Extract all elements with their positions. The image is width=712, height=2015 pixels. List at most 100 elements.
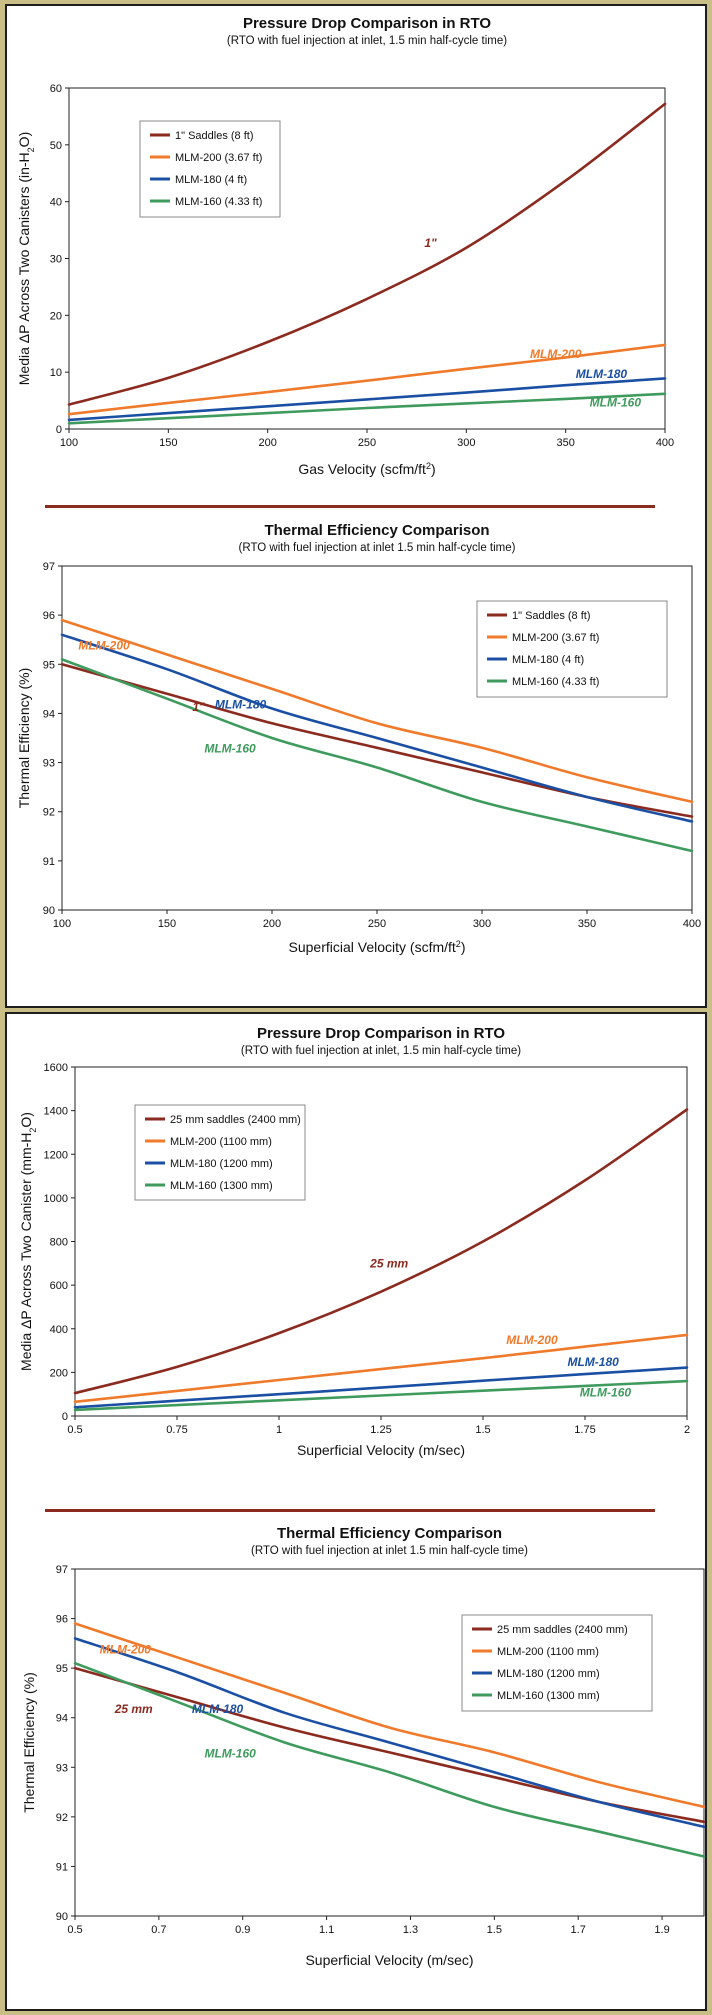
y-tick-label: 90: [43, 905, 55, 917]
x-tick-label: 1.3: [403, 1924, 418, 1936]
series-annotation: 1": [424, 236, 437, 250]
y-tick-label: 800: [50, 1237, 68, 1249]
y-tick-label: 10: [50, 367, 62, 379]
y-tick-label: 92: [43, 807, 55, 819]
x-tick-label: 400: [683, 918, 701, 930]
x-tick-label: 300: [473, 918, 491, 930]
x-tick-label: 100: [53, 918, 71, 930]
series-line-2: [73, 1366, 689, 1409]
legend-entry: MLM-200 (1100 mm): [497, 1646, 599, 1658]
x-tick-label: 250: [368, 918, 386, 930]
y-tick-label: 30: [50, 254, 62, 266]
pressure-drop-chart-metric: Pressure Drop Comparison in RTO (RTO with…: [18, 1025, 690, 1458]
y-tick-label: 400: [50, 1324, 68, 1336]
series-line-2: [60, 633, 694, 823]
x-tick-label: 250: [358, 437, 376, 449]
y-tick-label: 93: [56, 1762, 68, 1774]
legend-entry: MLM-160 (4.33 ft): [512, 676, 599, 688]
x-tick-label: 2: [684, 1424, 690, 1436]
x-axis-label: Gas Velocity (scfm/ft2): [298, 461, 435, 477]
y-tick-label: 200: [50, 1367, 68, 1379]
y-axis-label: Thermal Efficiency (%): [16, 668, 32, 809]
chart-subtitle: (RTO with fuel injection at inlet 1.5 mi…: [251, 1545, 528, 1557]
series-annotation: MLM-180: [215, 698, 267, 712]
chart-title: Thermal Efficiency Comparison: [277, 1525, 502, 1542]
legend-entry: MLM-160 (1300 mm): [170, 1180, 273, 1192]
chart-divider: [45, 1509, 655, 1512]
legend-entry: MLM-180 (1200 mm): [170, 1158, 273, 1170]
x-tick-label: 1.9: [654, 1924, 669, 1936]
x-tick-label: 1.5: [487, 1924, 502, 1936]
legend: 25 mm saddles (2400 mm) MLM-200 (1100 mm)…: [461, 1614, 653, 1712]
legend-entry: MLM-180 (4 ft): [512, 654, 584, 666]
x-axis-label: Superficial Velocity (m/sec): [305, 1952, 473, 1968]
y-tick-label: 91: [56, 1861, 68, 1873]
y-tick-label: 1600: [44, 1062, 68, 1074]
x-tick-label: 1: [276, 1424, 282, 1436]
series-annotation: MLM-160: [204, 742, 256, 756]
thermal-efficiency-chart-imperial: Thermal Efficiency Comparison (RTO with f…: [16, 522, 701, 955]
legend-entry: MLM-180 (1200 mm): [497, 1668, 600, 1680]
x-tick-label: 400: [656, 437, 674, 449]
series-line-2: [67, 377, 667, 422]
chart-title: Pressure Drop Comparison in RTO: [243, 15, 491, 32]
legend: 1" Saddles (8 ft) MLM-200 (3.67 ft) MLM-18…: [476, 600, 668, 698]
series-annotation: 1": [192, 700, 205, 714]
x-tick-label: 1.25: [370, 1424, 391, 1436]
legend: 1" Saddles (8 ft) MLM-200 (3.67 ft) MLM-18…: [139, 120, 281, 218]
chart-divider: [45, 505, 655, 508]
x-tick-label: 0.5: [67, 1424, 82, 1436]
y-tick-label: 1000: [44, 1193, 68, 1205]
series-annotation: MLM-180: [576, 367, 628, 381]
y-tick-label: 20: [50, 310, 62, 322]
series-line-1: [67, 343, 667, 416]
legend-entry: 1" Saddles (8 ft): [512, 610, 591, 622]
y-tick-label: 97: [43, 561, 55, 573]
series-line-3: [60, 658, 694, 853]
chart-title: Thermal Efficiency Comparison: [264, 522, 489, 539]
legend-entry: MLM-180 (4 ft): [175, 174, 247, 186]
legend-entry: MLM-200 (3.67 ft): [512, 632, 599, 644]
legend-entry: 25 mm saddles (2400 mm): [497, 1624, 628, 1636]
chart-title: Pressure Drop Comparison in RTO: [257, 1025, 505, 1042]
chart-subtitle: (RTO with fuel injection at inlet 1.5 mi…: [239, 542, 516, 554]
series-annotation: MLM-200: [100, 1642, 152, 1656]
y-tick-label: 91: [43, 856, 55, 868]
pressure-drop-chart-imperial: Pressure Drop Comparison in RTO (RTO with…: [16, 15, 674, 477]
y-tick-label: 1400: [44, 1106, 68, 1118]
series-line-3: [73, 1379, 689, 1412]
x-tick-label: 300: [457, 437, 475, 449]
y-tick-label: 96: [56, 1614, 68, 1626]
legend-entry: MLM-160 (1300 mm): [497, 1690, 600, 1702]
series-annotation: MLM-160: [590, 395, 642, 409]
x-axis-label: Superficial Velocity (m/sec): [297, 1442, 465, 1458]
legend-box: [476, 600, 668, 698]
y-tick-label: 93: [43, 758, 55, 770]
series-line-0: [73, 1108, 689, 1395]
series-annotation: MLM-180: [567, 1355, 619, 1369]
y-tick-label: 40: [50, 197, 62, 209]
legend-entry: MLM-160 (4.33 ft): [175, 196, 262, 208]
series-annotation: MLM-200: [506, 1333, 558, 1347]
series-line-3: [67, 392, 667, 425]
series-line-2: [73, 1637, 706, 1829]
y-tick-label: 90: [56, 1911, 68, 1923]
plot-area: [74, 1568, 705, 1917]
x-tick-label: 200: [258, 437, 276, 449]
x-tick-label: 1.1: [319, 1924, 334, 1936]
legend-box: [461, 1614, 653, 1712]
x-axis-label: Superficial Velocity (scfm/ft2): [289, 939, 466, 955]
series-line-0: [67, 102, 667, 406]
y-tick-label: 0: [56, 424, 62, 436]
series-annotation: MLM-200: [530, 347, 582, 361]
y-tick-label: 92: [56, 1812, 68, 1824]
y-axis-label: Media ΔP Across Two Canister (mm-H2O): [18, 1112, 38, 1371]
x-tick-label: 1.5: [475, 1424, 490, 1436]
x-tick-label: 1.7: [571, 1924, 586, 1936]
y-axis-label: Thermal Efficiency (%): [21, 1672, 37, 1813]
y-tick-label: 95: [43, 659, 55, 671]
y-tick-label: 50: [50, 140, 62, 152]
legend-entry: 25 mm saddles (2400 mm): [170, 1114, 301, 1126]
y-tick-label: 97: [56, 1564, 68, 1576]
x-tick-label: 0.9: [235, 1924, 250, 1936]
